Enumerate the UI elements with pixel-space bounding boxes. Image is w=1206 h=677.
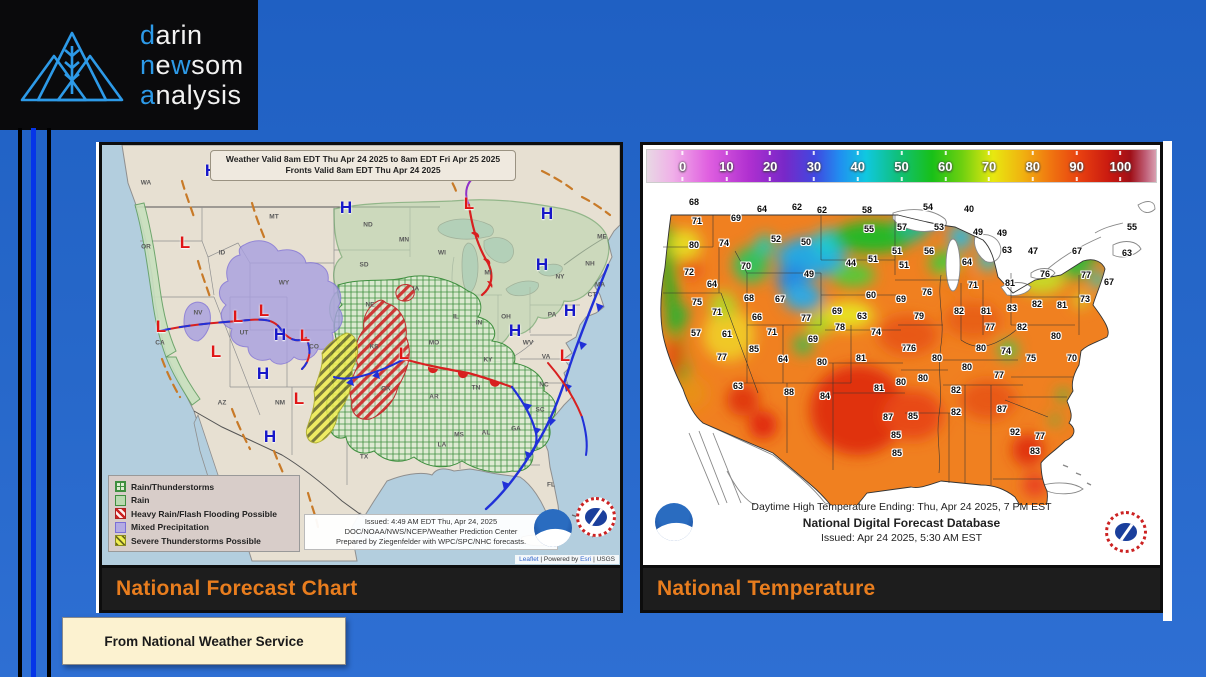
temp-caption-line2: National Digital Forecast Database xyxy=(802,515,1001,530)
forecast-map: WA OR CA NV ID MT WY UT CO AZ NM ND SD NE KS OK TX MN IA MO… xyxy=(102,145,620,565)
legend-item: Severe Thunderstorms Possible xyxy=(115,535,293,546)
logo-n: n xyxy=(140,49,156,80)
forecast-valid-line2: Fronts Valid 8am EDT Thu Apr 24 2025 xyxy=(285,165,441,176)
colorbar-tick: 10 xyxy=(719,150,734,182)
legend-item: Mixed Precipitation xyxy=(115,521,293,533)
colorbar-tick: 30 xyxy=(807,150,821,182)
esri-link[interactable]: Esri xyxy=(580,556,592,563)
temp-caption-line3: Issued: Apr 24 2025, 5:30 AM EST xyxy=(820,532,983,545)
source-caption-text: From National Weather Service xyxy=(104,633,304,649)
legend-item: Rain/Thunderstorms xyxy=(115,481,293,492)
temperature-map: 0 10 20 30 40 50 60 70 80 90 100 xyxy=(643,145,1160,565)
colorbar-tick: 90 xyxy=(1069,150,1084,182)
dna-logo-text: darin newsom analysis xyxy=(140,19,244,111)
colorbar-tick: 70 xyxy=(982,150,996,182)
legend-label: Heavy Rain/Flash Flooding Possible xyxy=(131,508,277,519)
noaa-logo xyxy=(655,503,693,541)
issued-line1: Issued: 4:49 AM EDT Thu, Apr 24, 2025 xyxy=(364,517,498,526)
logo-d: d xyxy=(140,19,156,50)
forecast-valid-line1: Weather Valid 8am EDT Thu Apr 24 2025 to… xyxy=(225,154,501,164)
dna-mountain-wheat-icon xyxy=(20,31,124,102)
colorbar-tick: 60 xyxy=(938,150,953,182)
issued-line2: DOC/NOAA/NWS/NCEP/Weather Prediction Cen… xyxy=(344,527,518,537)
legend-swatch-icon xyxy=(115,481,126,492)
legend-label: Mixed Precipitation xyxy=(131,522,209,532)
forecast-issued-box: Issued: 4:49 AM EDT Thu, Apr 24, 2025 DO… xyxy=(304,514,558,551)
temperature-caption: Daytime High Temperature Ending: Thu, Ap… xyxy=(643,500,1160,546)
nws-logo xyxy=(576,497,616,537)
temperature-panel-title: National Temperature xyxy=(643,568,1160,610)
legend-swatch-icon xyxy=(115,535,126,546)
legend-swatch-icon xyxy=(115,494,126,506)
temperature-panel: 0 10 20 30 40 50 60 70 80 90 100 xyxy=(640,142,1163,613)
legend-item: Rain xyxy=(115,494,293,506)
legend-label: Rain xyxy=(131,495,150,505)
nws-logo xyxy=(1105,511,1147,553)
colorbar-tick: 80 xyxy=(1026,150,1040,182)
leaflet-link[interactable]: Leaflet xyxy=(519,556,539,563)
noaa-logo xyxy=(534,509,572,547)
colorbar-tick: 0 xyxy=(679,150,686,182)
legend-swatch-icon xyxy=(115,508,126,519)
legend-item: Heavy Rain/Flash Flooding Possible xyxy=(115,508,293,519)
temperature-map-svg xyxy=(660,201,1156,505)
vertical-stripe-black-1 xyxy=(18,128,22,677)
colorbar-tick: 20 xyxy=(763,150,777,182)
forecast-panel-title: National Forecast Chart xyxy=(102,568,620,610)
dna-logo-box: darin newsom analysis xyxy=(0,0,258,130)
forecast-chart-panel: WA OR CA NV ID MT WY UT CO AZ NM ND SD NE KS OK TX MN IA MO… xyxy=(99,142,623,613)
colorbar-tick: 40 xyxy=(850,150,865,182)
source-caption-box: From National Weather Service xyxy=(62,617,346,665)
vertical-stripe-blue xyxy=(31,128,36,677)
usgs-link: USGS xyxy=(596,556,615,563)
temperature-colorbar: 0 10 20 30 40 50 60 70 80 90 100 xyxy=(646,149,1157,183)
temp-caption-line1: Daytime High Temperature Ending: Thu, Ap… xyxy=(751,501,1052,513)
colorbar-tick: 50 xyxy=(894,150,909,182)
map-attribution: Leaflet | Powered by Esri | USGS xyxy=(515,555,619,564)
legend-label: Rain/Thunderstorms xyxy=(131,481,215,492)
legend-label: Severe Thunderstorms Possible xyxy=(131,535,261,546)
vertical-stripe-black-2 xyxy=(47,128,51,677)
logo-a: a xyxy=(140,80,156,111)
slide-white-edge-right xyxy=(1163,141,1172,621)
colorbar-tick: 100 xyxy=(1110,150,1131,182)
forecast-legend: Rain/Thunderstorms Rain Heavy Rain/Flash F… xyxy=(108,475,300,552)
legend-swatch-icon xyxy=(115,521,126,533)
forecast-valid-box: Weather Valid 8am EDT Thu Apr 24 2025 to… xyxy=(210,150,516,181)
slide-white-edge-left xyxy=(96,142,99,613)
issued-line3: Prepared by Ziegenfelder with WPC/SPC/NH… xyxy=(335,537,527,547)
